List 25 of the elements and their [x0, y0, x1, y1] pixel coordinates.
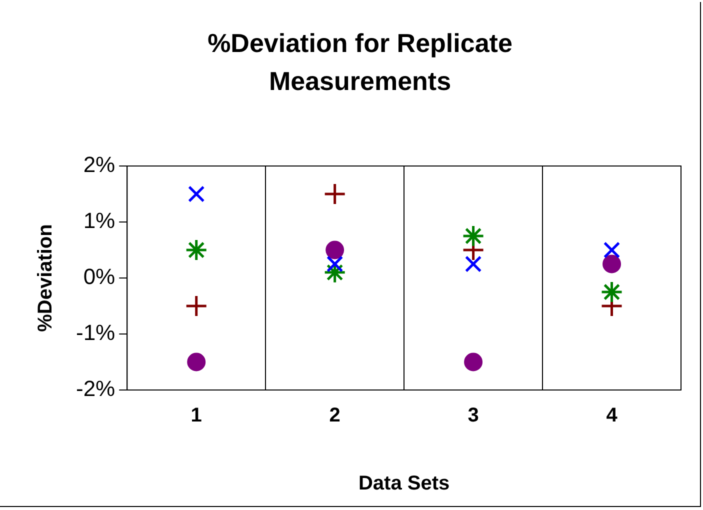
point: [464, 256, 482, 272]
point: [185, 294, 208, 318]
point: [188, 186, 205, 202]
x-tick-label: 1: [190, 404, 202, 427]
x-tick-label: 2: [329, 404, 340, 427]
x-axis-title: Data Sets: [358, 472, 450, 495]
x-tick-label: 3: [468, 404, 479, 427]
point: [326, 240, 344, 260]
point: [603, 242, 620, 258]
point: [600, 280, 624, 304]
y-tick-label: -1%: [76, 320, 116, 346]
x-tick-label: 4: [606, 404, 618, 427]
point: [602, 254, 622, 274]
point: [185, 238, 208, 262]
y-tick-label: 0%: [83, 264, 116, 290]
chart-title: %Deviation for Replicate Measurements: [206, 27, 514, 98]
point: [464, 352, 483, 372]
point: [326, 256, 344, 272]
y-tick-label: -2%: [76, 376, 116, 402]
point: [462, 224, 485, 248]
point: [187, 352, 206, 372]
y-tick-label: 1%: [83, 208, 116, 234]
y-axis-title: %Deviation: [34, 224, 57, 332]
y-tick-label: 2%: [83, 152, 116, 178]
point: [324, 182, 346, 206]
